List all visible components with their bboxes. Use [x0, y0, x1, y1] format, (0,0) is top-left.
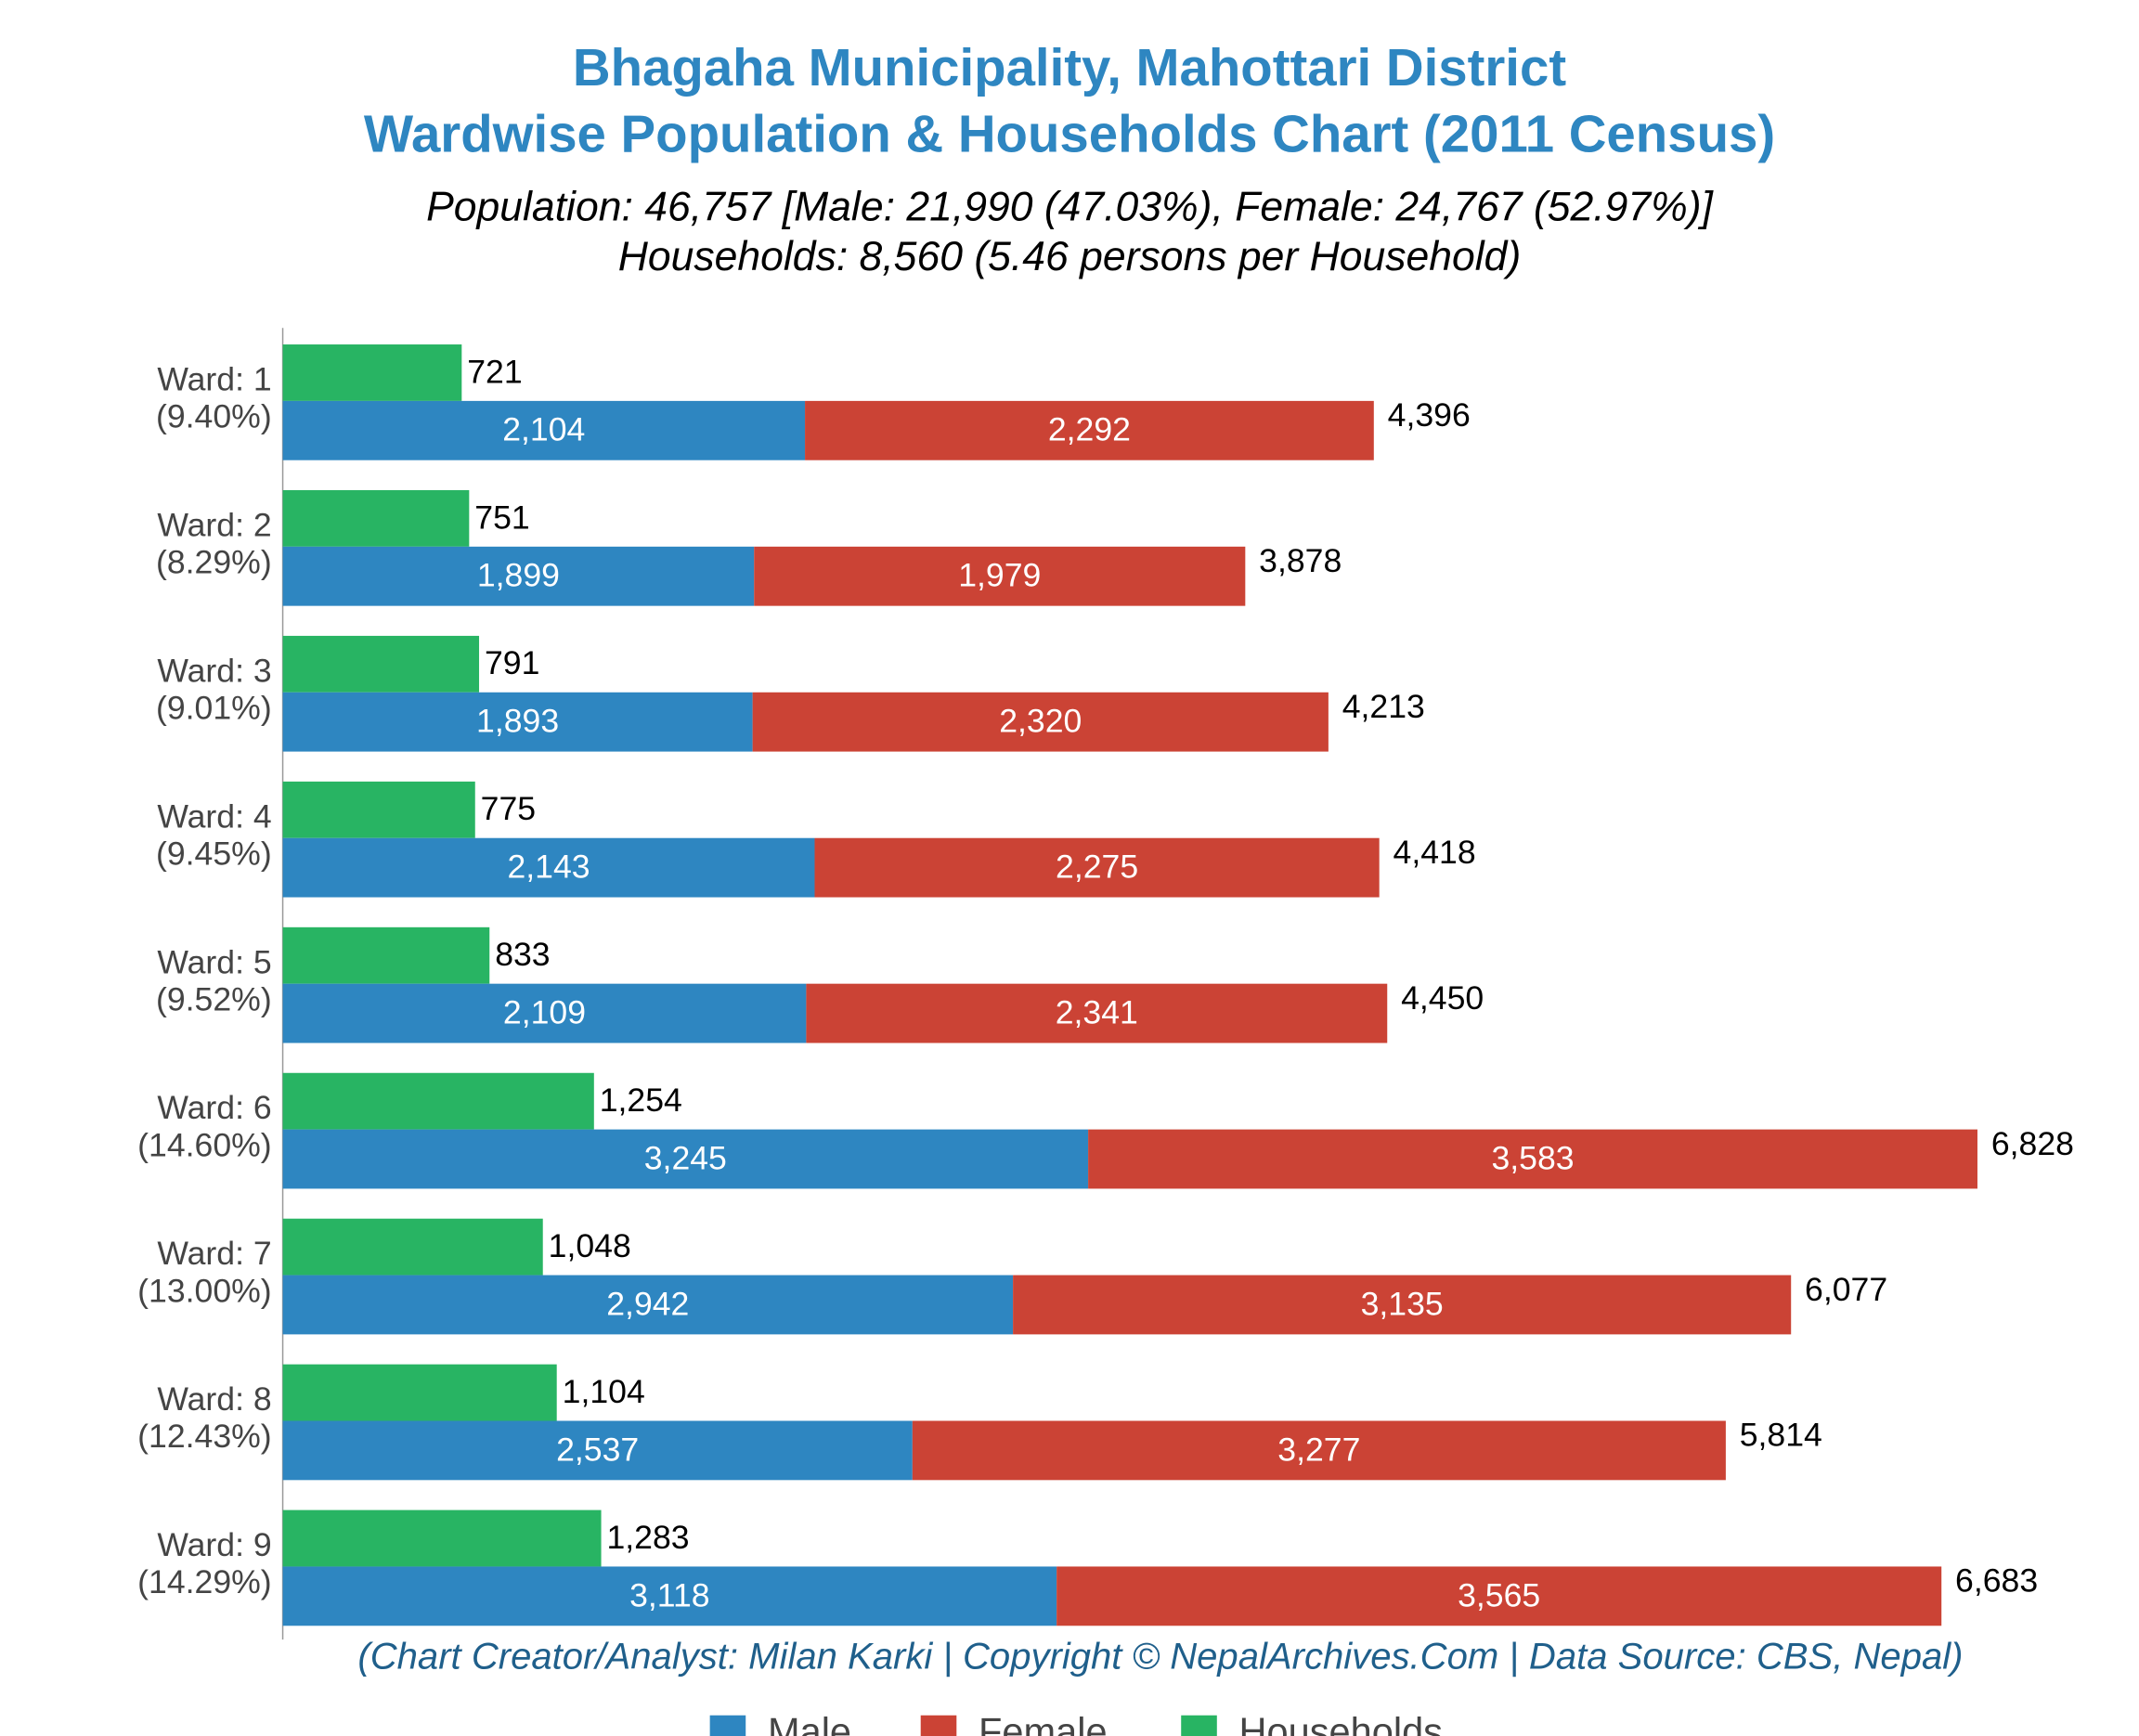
data-label: 1,893 [476, 703, 559, 740]
bar [805, 400, 1374, 460]
total-label: 6,077 [1805, 1271, 1887, 1308]
bar [282, 546, 755, 606]
total-label: 4,396 [1388, 396, 1471, 434]
data-label: 721 [467, 353, 522, 390]
data-label: 833 [495, 936, 550, 973]
total-label: 6,683 [1955, 1562, 2038, 1600]
bar [282, 1218, 543, 1276]
y-tick-label: (12.43%) [137, 1418, 272, 1455]
y-tick-label: (13.00%) [137, 1272, 272, 1309]
chart-subtitle: Households: 8,560 (5.46 persons per Hous… [618, 234, 1522, 279]
data-label: 2,537 [556, 1431, 639, 1468]
bar [1057, 1566, 1942, 1626]
data-label: 1,048 [549, 1227, 631, 1264]
bar [1013, 1275, 1792, 1335]
data-label: 3,583 [1491, 1139, 1574, 1176]
bar [282, 926, 490, 984]
data-label: 2,143 [507, 849, 590, 886]
y-tick-label: (14.29%) [137, 1563, 272, 1600]
data-label: 1,254 [600, 1082, 682, 1119]
data-label: 2,942 [606, 1285, 689, 1322]
bar [282, 1420, 913, 1481]
total-label: 6,828 [1991, 1125, 2074, 1162]
y-tick-label: Ward: 5 [157, 943, 271, 980]
data-label: 775 [481, 790, 536, 827]
y-tick-label: Ward: 8 [157, 1380, 271, 1418]
data-label: 1,979 [958, 557, 1041, 594]
bar [806, 983, 1388, 1043]
bar [282, 489, 470, 547]
bar [912, 1420, 1726, 1481]
chart-title: Bhagaha Municipality, Mahottari District [573, 38, 1566, 97]
bar [282, 635, 480, 693]
data-label: 1,104 [563, 1373, 645, 1410]
bar [752, 692, 1329, 752]
bar [282, 1364, 557, 1421]
legend-swatch [1181, 1715, 1217, 1736]
data-label: 2,275 [1056, 849, 1138, 886]
bar [282, 1566, 1057, 1626]
bar [282, 983, 807, 1043]
bar [282, 344, 462, 401]
chart-subtitle: Population: 46,757 [Male: 21,990 (47.03%… [426, 184, 1714, 229]
y-tick-label: (9.45%) [156, 835, 272, 872]
data-label: 2,341 [1056, 993, 1138, 1030]
y-tick-label: Ward: 6 [157, 1089, 271, 1126]
data-label: 2,104 [502, 411, 585, 448]
total-label: 4,450 [1401, 979, 1484, 1017]
data-label: 3,245 [644, 1139, 727, 1176]
bar [1088, 1129, 1977, 1189]
data-label: 2,292 [1048, 411, 1131, 448]
credit: (Chart Creator/Analyst: Milan Karki | Co… [357, 1636, 1963, 1677]
total-label: 3,878 [1259, 542, 1342, 579]
bar [282, 781, 475, 838]
y-tick-label: (9.40%) [156, 398, 272, 435]
bar [814, 837, 1380, 898]
y-tick-label: Ward: 2 [157, 506, 271, 543]
y-tick-label: (14.60%) [137, 1126, 272, 1163]
data-label: 3,135 [1361, 1285, 1444, 1322]
data-label: 1,283 [607, 1519, 690, 1556]
bar [282, 692, 753, 752]
legend-label: Male [768, 1709, 851, 1736]
data-label: 3,565 [1458, 1576, 1540, 1613]
legend-swatch [920, 1715, 957, 1736]
data-label: 3,118 [629, 1576, 709, 1613]
bar [282, 1275, 1014, 1335]
bar [282, 837, 815, 898]
y-tick-label: Ward: 4 [157, 797, 271, 835]
total-label: 4,418 [1394, 834, 1476, 871]
data-label: 1,899 [477, 557, 560, 594]
data-label: 751 [474, 499, 529, 536]
data-label: 2,109 [503, 993, 586, 1030]
total-label: 5,814 [1740, 1417, 1822, 1454]
y-tick-label: (9.52%) [156, 980, 272, 1017]
total-label: 4,213 [1342, 688, 1425, 725]
data-label: 791 [485, 644, 539, 681]
y-tick-label: (8.29%) [156, 544, 272, 581]
bar [754, 546, 1246, 606]
legend-label: Households [1239, 1709, 1443, 1736]
data-label: 3,277 [1277, 1431, 1360, 1468]
chart-title: Wardwise Population & Households Chart (… [364, 104, 1775, 162]
legend-swatch [709, 1715, 746, 1736]
y-tick-label: Ward: 9 [157, 1526, 271, 1563]
y-tick-label: Ward: 1 [157, 361, 271, 398]
bar [282, 400, 806, 460]
y-tick-label: Ward: 7 [157, 1235, 271, 1272]
legend-label: Female [979, 1709, 1108, 1736]
bar [282, 1072, 594, 1130]
y-tick-label: Ward: 3 [157, 652, 271, 689]
bar [282, 1509, 602, 1567]
bar [282, 1129, 1089, 1189]
data-label: 2,320 [999, 703, 1082, 740]
y-tick-label: (9.01%) [156, 689, 272, 726]
